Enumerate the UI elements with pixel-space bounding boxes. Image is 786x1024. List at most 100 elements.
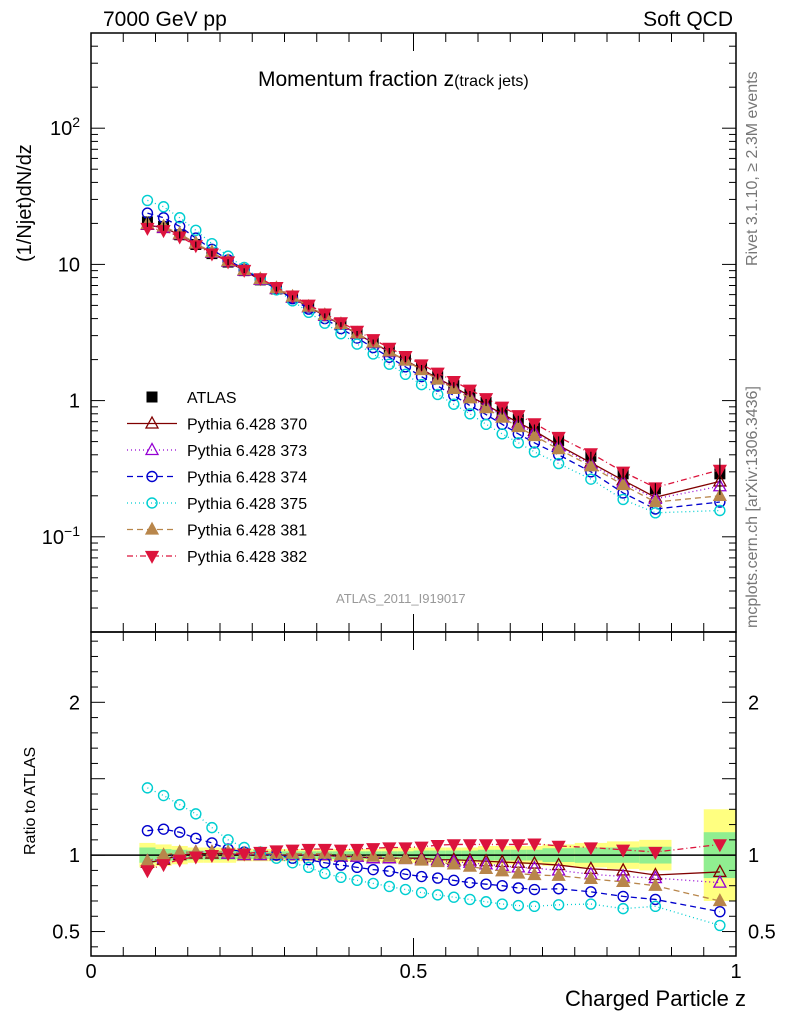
- legend-entry: Pythia 6.428 374: [187, 470, 307, 487]
- data-point: [511, 419, 526, 433]
- series-line-5: [147, 223, 720, 503]
- ratio-point: [190, 808, 202, 820]
- ratio-point: [496, 879, 508, 892]
- legend-marker: [144, 442, 160, 456]
- ratio-point: [446, 839, 461, 853]
- ratio-point: [448, 891, 460, 903]
- ratio-point: [220, 848, 236, 862]
- legend-marker: [144, 415, 160, 429]
- data-point: [527, 418, 542, 432]
- ratio-point: [495, 839, 510, 853]
- ratio-point: [351, 861, 363, 874]
- ratio-point: [399, 868, 412, 880]
- ratio-point: [156, 859, 171, 873]
- ratio-point: [552, 883, 565, 895]
- data-point: [446, 375, 461, 389]
- data-point: [141, 194, 154, 207]
- ratio-point: [383, 880, 396, 893]
- ratio-point: [528, 900, 541, 913]
- ratio-point: [285, 844, 300, 858]
- ratio-point: [253, 846, 268, 860]
- series-line-6: [147, 227, 721, 489]
- ratio-point: [319, 867, 331, 880]
- ratio-point: [448, 874, 460, 887]
- legend-marker: [146, 470, 158, 483]
- ratio-point: [496, 898, 508, 910]
- data-point: [552, 457, 565, 470]
- data-point: [496, 428, 508, 440]
- main-frame: [90, 32, 737, 633]
- ratio-point: [714, 905, 726, 918]
- ratio-y-tick-label-right: 0.5: [748, 922, 776, 944]
- ratio-point: [141, 824, 154, 837]
- legend-entry: Pythia 6.428 375: [187, 496, 307, 513]
- chart-title-main: Momentum fraction z: [258, 68, 455, 91]
- ratio-point: [431, 889, 444, 901]
- ratio-point: [616, 874, 631, 888]
- data-point: [157, 201, 170, 213]
- legend-entry: Pythia 6.428 382: [187, 549, 307, 566]
- ratio-point: [462, 858, 478, 872]
- ratio-point: [464, 876, 476, 889]
- ratio-point: [335, 871, 347, 883]
- ratio-point: [478, 839, 494, 853]
- ratio-point: [414, 852, 429, 866]
- data-point: [585, 473, 597, 485]
- ratio-point: [157, 789, 170, 802]
- y-tick-label: 10−1: [42, 523, 80, 549]
- data-point: [649, 507, 662, 519]
- data-point: [462, 384, 478, 398]
- y-tick-label: 1: [69, 391, 80, 413]
- ratio-point: [382, 848, 397, 862]
- ratio-point: [527, 867, 542, 881]
- ratio-point: [398, 851, 413, 865]
- ratio-point: [648, 877, 663, 891]
- ratio-point: [617, 890, 629, 903]
- ratio-point: [172, 854, 187, 868]
- y-tick-label: 10: [58, 254, 80, 276]
- data-point: [551, 441, 566, 455]
- ratio-point: [462, 839, 478, 853]
- ratio-point: [333, 844, 349, 858]
- main-y-axis-label: (1/Njet)dN/dz: [14, 144, 36, 262]
- ratio-point: [712, 893, 727, 907]
- chart-title-sub: (track jets): [454, 73, 529, 90]
- ratio-y-tick-label: 1: [69, 845, 80, 867]
- ratio-point: [349, 843, 365, 857]
- ratio-point: [495, 863, 510, 877]
- ratio-line-4: [147, 787, 721, 927]
- ratio-point: [511, 839, 526, 853]
- legend-marker: [144, 550, 160, 564]
- legend-marker: [146, 391, 158, 403]
- ratio-point: [649, 893, 662, 906]
- ratio-point: [206, 821, 218, 834]
- ratio-point: [585, 898, 597, 910]
- legend-entry: ATLAS: [187, 390, 237, 407]
- x-tick-label: 0: [85, 961, 96, 983]
- ratio-point: [480, 878, 492, 890]
- legend-entry: Pythia 6.428 370: [187, 417, 307, 434]
- ratio-y-tick-label-right: 2: [748, 692, 759, 714]
- chart-title: Momentum fraction z(track jets): [258, 68, 529, 92]
- ratio-y-tick-label: 0.5: [52, 922, 80, 944]
- ratio-point: [480, 896, 492, 908]
- ratio-point: [414, 841, 429, 855]
- category-label: Soft QCD: [643, 8, 733, 31]
- data-point: [415, 378, 428, 391]
- ratio-point: [399, 883, 412, 896]
- ratio-point: [140, 865, 155, 879]
- data-point: [527, 428, 542, 442]
- legend-marker: [146, 497, 158, 509]
- ratio-point: [204, 849, 220, 863]
- ratio-point: [464, 893, 476, 906]
- data-point: [351, 338, 363, 350]
- ratio-point: [712, 874, 727, 888]
- data-point: [617, 493, 629, 506]
- ratio-point: [430, 854, 445, 868]
- ratio-point: [367, 863, 379, 876]
- ratio-point: [141, 782, 154, 794]
- ratio-line-3: [147, 828, 720, 913]
- ratio-point: [583, 870, 598, 884]
- ratio-y-axis-label: Ratio to ATLAS: [22, 746, 39, 855]
- ratio-y-tick-label: 2: [69, 692, 80, 714]
